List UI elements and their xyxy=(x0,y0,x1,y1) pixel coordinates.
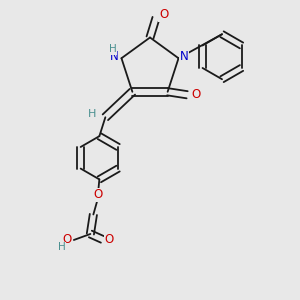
Text: N: N xyxy=(110,50,118,63)
Text: H: H xyxy=(109,44,116,54)
Text: O: O xyxy=(159,8,168,22)
Text: H: H xyxy=(58,242,66,253)
Text: N: N xyxy=(180,50,189,63)
Text: H: H xyxy=(88,109,96,119)
Text: O: O xyxy=(63,233,72,247)
Text: O: O xyxy=(104,233,114,246)
Text: O: O xyxy=(191,88,201,101)
Text: O: O xyxy=(93,188,103,202)
